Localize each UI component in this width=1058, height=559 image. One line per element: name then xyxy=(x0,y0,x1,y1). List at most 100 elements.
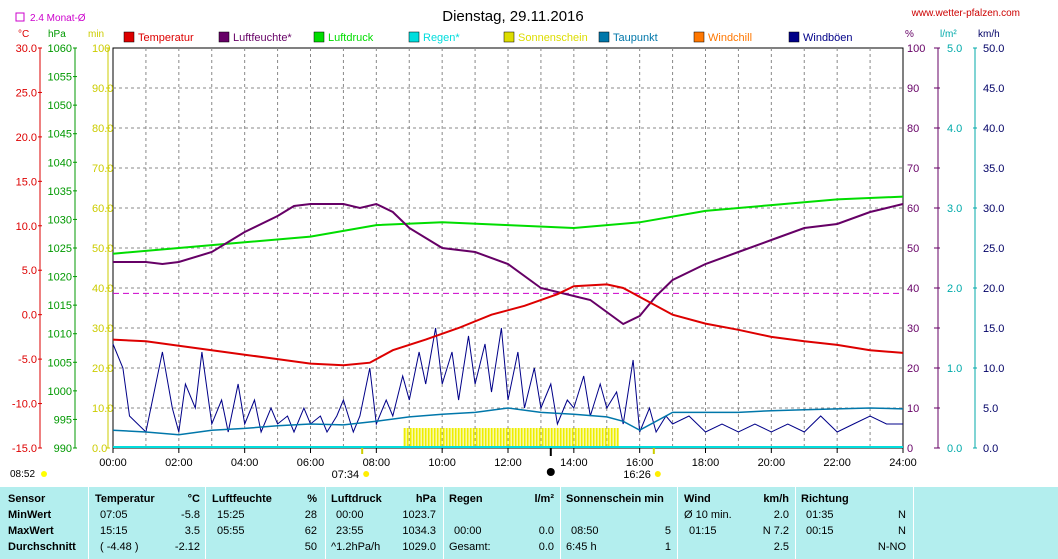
x-tick-label: 00:00 xyxy=(99,457,127,469)
sunshine-bar xyxy=(535,428,538,448)
sunshine-bar xyxy=(502,428,505,448)
stats-cell: 2.5 xyxy=(773,541,789,553)
chart-title: Dienstag, 29.11.2016 xyxy=(442,8,584,25)
stats-cell: -5.8 xyxy=(181,509,200,521)
temp-tick-label: 10.0 xyxy=(16,221,37,233)
stats-row-label: Durchschnitt xyxy=(8,541,76,553)
sunshine-bar xyxy=(601,428,604,448)
sunshine-bar xyxy=(496,428,499,448)
temp-tick-label: 20.0 xyxy=(16,132,37,144)
legend-swatch xyxy=(503,31,515,43)
legend-swatch xyxy=(313,31,325,43)
wind-tick-label: 35.0 xyxy=(983,163,1004,175)
sunshine-bar xyxy=(484,428,487,448)
sun-tick-label: 100 xyxy=(92,43,110,55)
x-tick-label: 08:00 xyxy=(363,457,391,469)
sunshine-bar xyxy=(526,428,529,448)
sunshine-bar xyxy=(415,428,418,448)
stats-cell: Gesamt: xyxy=(449,541,491,553)
rain-tick-label: 0.0 xyxy=(947,443,962,455)
stats-divider xyxy=(443,487,444,559)
sunshine-bar xyxy=(610,428,613,448)
sunshine-bar xyxy=(565,428,568,448)
x-tick-label: 22:00 xyxy=(823,457,851,469)
stats-cell: 0.0 xyxy=(538,541,554,553)
sunshine-bar xyxy=(577,428,580,448)
stats-cell: 1029.0 xyxy=(402,541,436,553)
axes: 30.0 25.0 20.0 15.0 10.0 5.0 0.0 -5.0 -10.0 -15.0… xyxy=(12,43,1005,469)
stats-col-sunshine: Sonnenschein min 08:50 5 6:45 h 1 xyxy=(566,487,671,559)
sunshine-bar xyxy=(442,428,445,448)
stats-cell: 00:15 xyxy=(806,525,834,537)
unit-rain: l/m² xyxy=(940,29,957,40)
temp-tick-label: 15.0 xyxy=(16,176,37,188)
x-tick-label: 20:00 xyxy=(758,457,786,469)
sunshine-bar xyxy=(589,428,592,448)
legend-label: Luftfeuchte* xyxy=(233,32,292,44)
stats-cell: 1023.7 xyxy=(402,509,436,521)
sunshine-bar xyxy=(529,428,532,448)
pressure-tick-label: 1015 xyxy=(48,300,72,312)
sun-tick-label: 10.0 xyxy=(92,403,113,415)
moon-phase-icon xyxy=(546,468,555,476)
sun-tick-label: 50.0 xyxy=(92,243,113,255)
stats-header-rain-unit: l/m² xyxy=(534,493,554,505)
wind-tick-label: 50.0 xyxy=(983,43,1004,55)
humidity-tick-label: 0 xyxy=(907,443,913,455)
x-tick-label: 10:00 xyxy=(428,457,456,469)
monthly-avg-swatch xyxy=(15,12,25,22)
stats-divider xyxy=(677,487,678,559)
stats-cell: 15:25 xyxy=(217,509,245,521)
legend-swatch xyxy=(218,31,230,43)
x-tick-label: 04:00 xyxy=(231,457,259,469)
humidity-tick-label: 40 xyxy=(907,283,919,295)
stats-cell: 2.0 xyxy=(773,509,789,521)
sunshine-bar xyxy=(586,428,589,448)
sun-tick-label: 80.0 xyxy=(92,123,113,135)
sunshine-bar xyxy=(436,428,439,448)
pressure-tick-label: 1000 xyxy=(48,386,72,398)
stats-cell: 6:45 h xyxy=(566,541,597,553)
rain-tick-label: 2.0 xyxy=(947,283,962,295)
sunshine-bar xyxy=(469,428,472,448)
sunshine-bar xyxy=(532,428,535,448)
sunshine-bar xyxy=(445,428,448,448)
temp-tick-label: 25.0 xyxy=(16,87,37,99)
sunshine-bar xyxy=(472,428,475,448)
sunshine-bar xyxy=(481,428,484,448)
sunshine-bar xyxy=(505,428,508,448)
stats-col-temperature: Temperatur °C 07:05 -5.8 15:15 3.5 ( -4.… xyxy=(95,487,200,559)
chart-marks: 07:34 16:26 xyxy=(112,195,904,481)
pressure-tick-label: 990 xyxy=(54,443,72,455)
sunshine-bars xyxy=(403,428,619,448)
monthly-avg-label: 2.4 Monat-Ø xyxy=(30,13,86,24)
x-tick-label: 06:00 xyxy=(297,457,325,469)
sunshine-bar xyxy=(457,428,460,448)
temp-tick-label: 5.0 xyxy=(22,265,37,277)
wind-tick-label: 5.0 xyxy=(983,403,998,415)
sun-tick-label: 40.0 xyxy=(92,283,113,295)
pressure-tick-label: 1010 xyxy=(48,329,72,341)
stats-cell: ( -4.48 ) xyxy=(100,541,139,553)
sunshine-bar xyxy=(595,428,598,448)
x-tick-label: 02:00 xyxy=(165,457,193,469)
wind-tick-label: 30.0 xyxy=(983,203,1004,215)
humidity-tick-label: 50 xyxy=(907,243,919,255)
stats-header-temp-unit: °C xyxy=(187,493,200,505)
series-temperatur-line xyxy=(112,283,904,367)
legend-label: Windchill xyxy=(708,32,752,44)
stats-cell: -2.12 xyxy=(174,541,200,553)
pressure-tick-label: 1045 xyxy=(48,129,72,141)
stats-cell: 08:50 xyxy=(571,525,599,537)
source-link[interactable]: www.wetter-pfalzen.com xyxy=(911,8,1020,19)
temp-tick-label: 30.0 xyxy=(16,43,37,55)
sunshine-bar xyxy=(538,428,541,448)
sunrise-label: 07:34 xyxy=(332,469,360,481)
sun-tick-label: 20.0 xyxy=(92,363,113,375)
stats-cell: 5 xyxy=(664,525,671,537)
legend-label: Taupunkt xyxy=(613,32,658,44)
series-windben-line xyxy=(112,327,903,434)
sunshine-bar xyxy=(616,428,619,448)
wind-tick-label: 15.0 xyxy=(983,323,1004,335)
sunshine-bar xyxy=(607,428,610,448)
